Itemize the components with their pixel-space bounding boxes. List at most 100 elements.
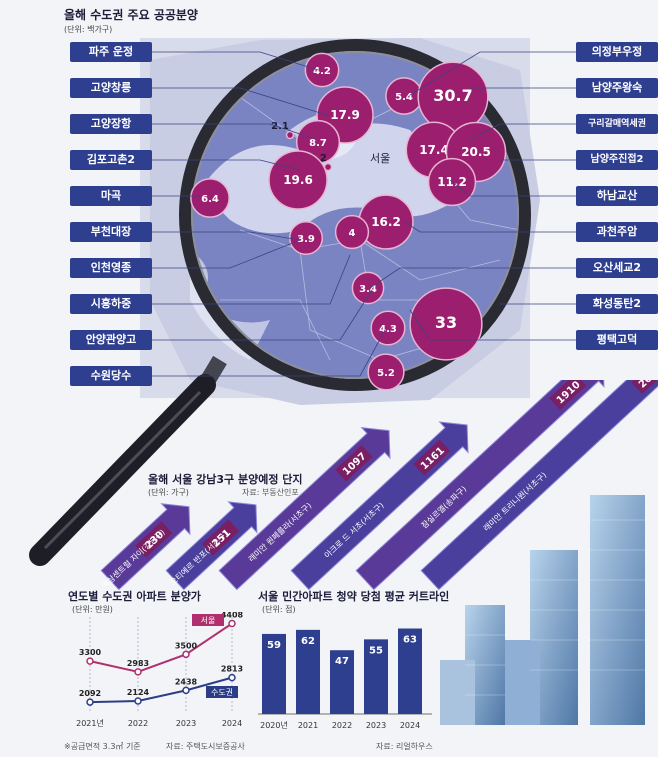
price-value-0-3: 4408 [221, 612, 244, 620]
price-point-0-0 [86, 657, 94, 665]
cutline-x-tick-1: 2021 [298, 721, 318, 730]
arrow-label-0: 역삼센트럴 자이(강남구) [99, 527, 166, 590]
arrow-4 [355, 380, 605, 590]
arrow-value-5: 2091 [631, 380, 658, 395]
label-namyangju-wangsuk: 남양주왕숙 [576, 78, 658, 98]
label-siheung: 시흥하중 [70, 294, 152, 314]
map-title: 올해 수도권 주요 공공분양 [64, 8, 198, 22]
price-title: 연도별 수도권 아파트 분양가 [68, 590, 201, 603]
label-bucheon: 부천대장 [70, 222, 152, 242]
price-x-tick-1: 2022 [128, 719, 148, 728]
svg-text:역삼센트럴 자이(강남구): 역삼센트럴 자이(강남구) [99, 527, 166, 590]
price-unit: (단위: 만원) [72, 605, 113, 614]
price-footnote: ※공급면적 3.3㎡ 기준 [64, 742, 141, 751]
cutline-x-tick-2: 2022 [332, 721, 352, 730]
price-line-chart: 2021년 2022 2023 2024 3300 2983 3500 4408 서울 2092 2… [76, 612, 244, 728]
cutline-title: 서울 민간아파트 청약 당첨 평균 커트라인 [258, 590, 450, 603]
price-source: 자료: 주택도시보증공사 [166, 742, 245, 751]
price-x-tick-2: 2023 [176, 719, 196, 728]
cutline-unit: (단위: 점) [262, 605, 296, 614]
cutline-x-tick-4: 2024 [400, 721, 420, 730]
label-incheon: 인천영종 [70, 258, 152, 278]
bubble-label-4: 2.1 [271, 121, 289, 132]
cutline-x-tick-3: 2023 [366, 721, 386, 730]
bubble-label-7: 17.4 [419, 143, 449, 157]
bubble-label-8: 20.5 [461, 145, 491, 159]
label-hanam: 하남교산 [576, 186, 658, 206]
bubble-17 [370, 310, 406, 346]
bubble-label-14: 4 [349, 228, 356, 239]
bubble-label-5: 8.7 [309, 138, 327, 149]
label-magok: 마곡 [70, 186, 152, 206]
arrow-label-1: 오티에르 반포(서초구) [168, 530, 229, 588]
bubble-4 [285, 130, 295, 140]
bubble-label-1: 5.4 [395, 92, 413, 103]
bubble-label-11: 6.4 [201, 194, 219, 205]
cutline-value-3: 55 [369, 645, 383, 656]
label-suwon: 수원당수 [70, 366, 152, 386]
label-namyangju-jinjeop: 남양주진접2 [576, 150, 658, 170]
gangnam-title: 올해 서울 강남3구 분양예정 단지 [148, 473, 303, 486]
buildings-illustration [440, 495, 645, 725]
label-goyang-changneung: 고양창릉 [70, 78, 152, 98]
bubble-15 [351, 271, 385, 305]
bubble-0 [304, 52, 340, 88]
price-point-0-3 [228, 619, 236, 628]
label-pyeongtaek: 평택고덕 [576, 330, 658, 350]
price-legend-0 [192, 614, 224, 626]
arrow-5 [420, 380, 658, 590]
label-hwaseong: 화성동탄2 [576, 294, 658, 314]
label-guri: 구리갈매역세권 [576, 114, 658, 134]
bubble-label-18: 5.2 [377, 368, 395, 379]
price-line-0 [89, 622, 233, 673]
svg-text:오티에르 반포(서초구): 오티에르 반포(서초구) [168, 530, 229, 588]
price-point-1-0 [86, 698, 94, 706]
cutline-bar-2 [330, 650, 354, 714]
cutline-value-4: 63 [403, 635, 417, 646]
bubble-18 [367, 353, 405, 391]
cutline-bar-1 [296, 629, 320, 714]
cutline-value-2: 47 [335, 656, 349, 667]
cutline-bar-chart: 59 2020년 62 2021 47 2022 55 2023 63 2024 [258, 628, 432, 730]
bubble-label-15: 3.4 [359, 284, 377, 295]
price-value-1-3: 2813 [221, 665, 243, 674]
svg-text:아크로 드 서초(서초구): 아크로 드 서초(서초구) [322, 500, 386, 560]
label-gimpo-gochon: 김포고촌2 [70, 150, 152, 170]
price-point-1-1 [134, 697, 142, 705]
cutline-source: 자료: 리얼하우스 [376, 742, 433, 751]
bubble-label-17: 4.3 [379, 324, 397, 335]
map-unit: (단위: 백가구) [64, 25, 113, 34]
bubble-14 [334, 214, 370, 250]
price-legend-label-0: 서울 [201, 616, 216, 625]
label-osan: 오산세교2 [576, 258, 658, 278]
cutline-x-tick-0: 2020년 [260, 720, 288, 730]
bubble-label-3: 17.9 [330, 108, 360, 122]
price-point-1-3 [228, 673, 236, 682]
cutline-value-0: 59 [267, 640, 281, 651]
bubble-label-16: 33 [435, 313, 457, 332]
price-point-1-2 [182, 686, 190, 695]
cutline-bar-0 [262, 633, 286, 714]
price-value-1-2: 2438 [175, 677, 198, 686]
price-x-tick-3: 2024 [222, 719, 242, 728]
price-value-0-2: 3500 [175, 641, 198, 650]
arrow-label-3: 아크로 드 서초(서초구) [322, 500, 386, 560]
price-legend-1 [206, 686, 238, 698]
label-gwacheon: 과천주암 [576, 222, 658, 242]
bubble-16 [409, 287, 483, 361]
price-value-0-0: 3300 [79, 648, 102, 657]
cutline-bar-4 [398, 628, 422, 714]
bubble-label-0: 4.2 [313, 66, 331, 77]
price-x-tick-0: 2021년 [76, 718, 104, 728]
gangnam-unit: (단위: 가구) [148, 488, 189, 497]
leader-lines [152, 51, 580, 377]
price-point-0-2 [182, 650, 190, 659]
price-legend-label-1: 수도권 [211, 687, 233, 697]
bubble-label-9: 19.6 [283, 173, 313, 187]
bubble-label-2: 30.7 [433, 86, 472, 105]
bubble-label-13: 3.9 [297, 234, 315, 245]
price-point-0-1 [134, 668, 142, 676]
gangnam-source: 자료: 부동산인포 [242, 488, 299, 497]
label-paju: 파주 운정 [70, 42, 152, 62]
